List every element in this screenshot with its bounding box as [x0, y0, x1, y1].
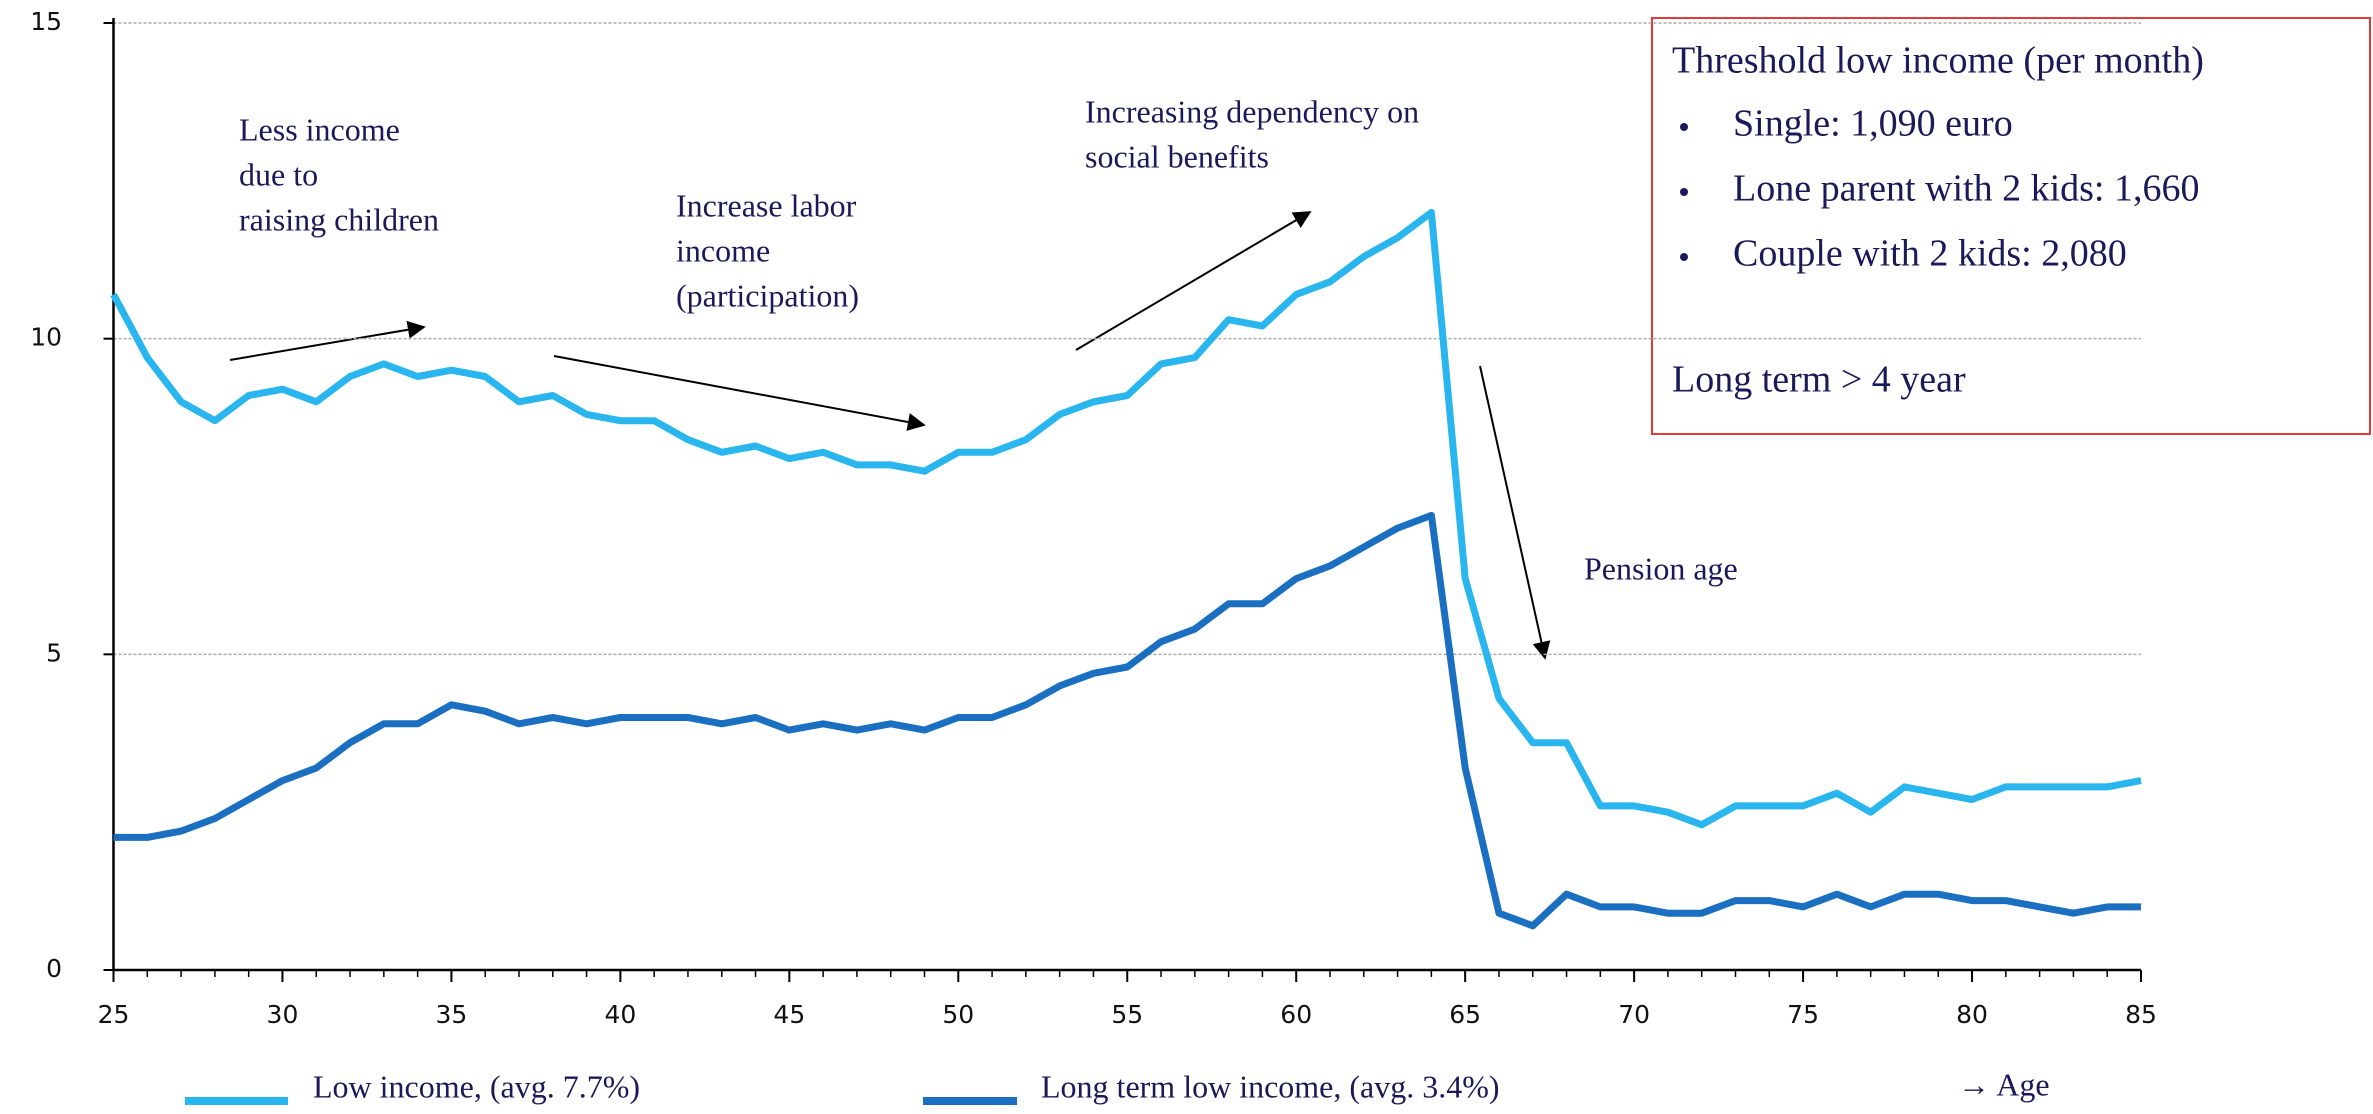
info-item: Single: 1,090 euro [1733, 103, 2013, 145]
y-tick-label: 15 [30, 7, 62, 36]
x-tick-label: 65 [1449, 1000, 1481, 1029]
y-tick-label: 10 [30, 323, 62, 352]
x-tick-label: 45 [773, 1000, 805, 1029]
annotation: Increasing dependency on [1085, 93, 1419, 129]
info-box [1651, 17, 2371, 435]
annotation: raising children [239, 201, 439, 237]
series-line [110, 208, 2142, 829]
annotation: social benefits [1085, 138, 1269, 174]
x-tick-label: 50 [942, 1000, 974, 1029]
x-tick-label: 35 [436, 1000, 468, 1029]
x-tick-label: 75 [1787, 1000, 1819, 1029]
annotation: income [676, 232, 770, 268]
arrow [229, 320, 426, 361]
arrow [1479, 365, 1551, 660]
bullet [1680, 253, 1688, 261]
x-tick-label: 85 [2125, 1000, 2157, 1029]
annotation-arrows [229, 211, 1551, 660]
y-tick-label: 0 [46, 954, 62, 983]
x-tick-label: 80 [1956, 1000, 1988, 1029]
info-item: Couple with 2 kids: 2,080 [1733, 233, 2127, 275]
annotation: (participation) [676, 277, 859, 313]
bullet [1680, 188, 1688, 196]
y-tick-label: 5 [46, 638, 62, 667]
x-axis-label: → Age [1958, 1066, 2050, 1102]
x-tick-label: 30 [267, 1000, 299, 1029]
x-tick-label: 60 [1280, 1000, 1312, 1029]
info-note: Long term > 4 year [1672, 359, 1966, 401]
arrow [1075, 211, 1312, 351]
series-line [113, 511, 2141, 930]
annotation: Increase labor [676, 187, 857, 223]
arrow [553, 355, 926, 431]
legend-label: Low income, (avg. 7.7%) [313, 1068, 640, 1104]
x-tick-label: 70 [1618, 1000, 1650, 1029]
x-tick-label: 25 [98, 1000, 130, 1029]
info-title: Threshold low income (per month) [1672, 40, 2204, 82]
annotation: due to [239, 156, 318, 192]
x-tick-label: 55 [1111, 1000, 1143, 1029]
info-item: Lone parent with 2 kids: 1,660 [1733, 168, 2199, 210]
x-tick-label: 40 [604, 1000, 636, 1029]
legend-label: Long term low income, (avg. 3.4%) [1041, 1068, 1500, 1104]
annotation: Pension age [1584, 550, 1738, 586]
annotation: Less income [239, 111, 400, 147]
bullet [1680, 123, 1688, 131]
